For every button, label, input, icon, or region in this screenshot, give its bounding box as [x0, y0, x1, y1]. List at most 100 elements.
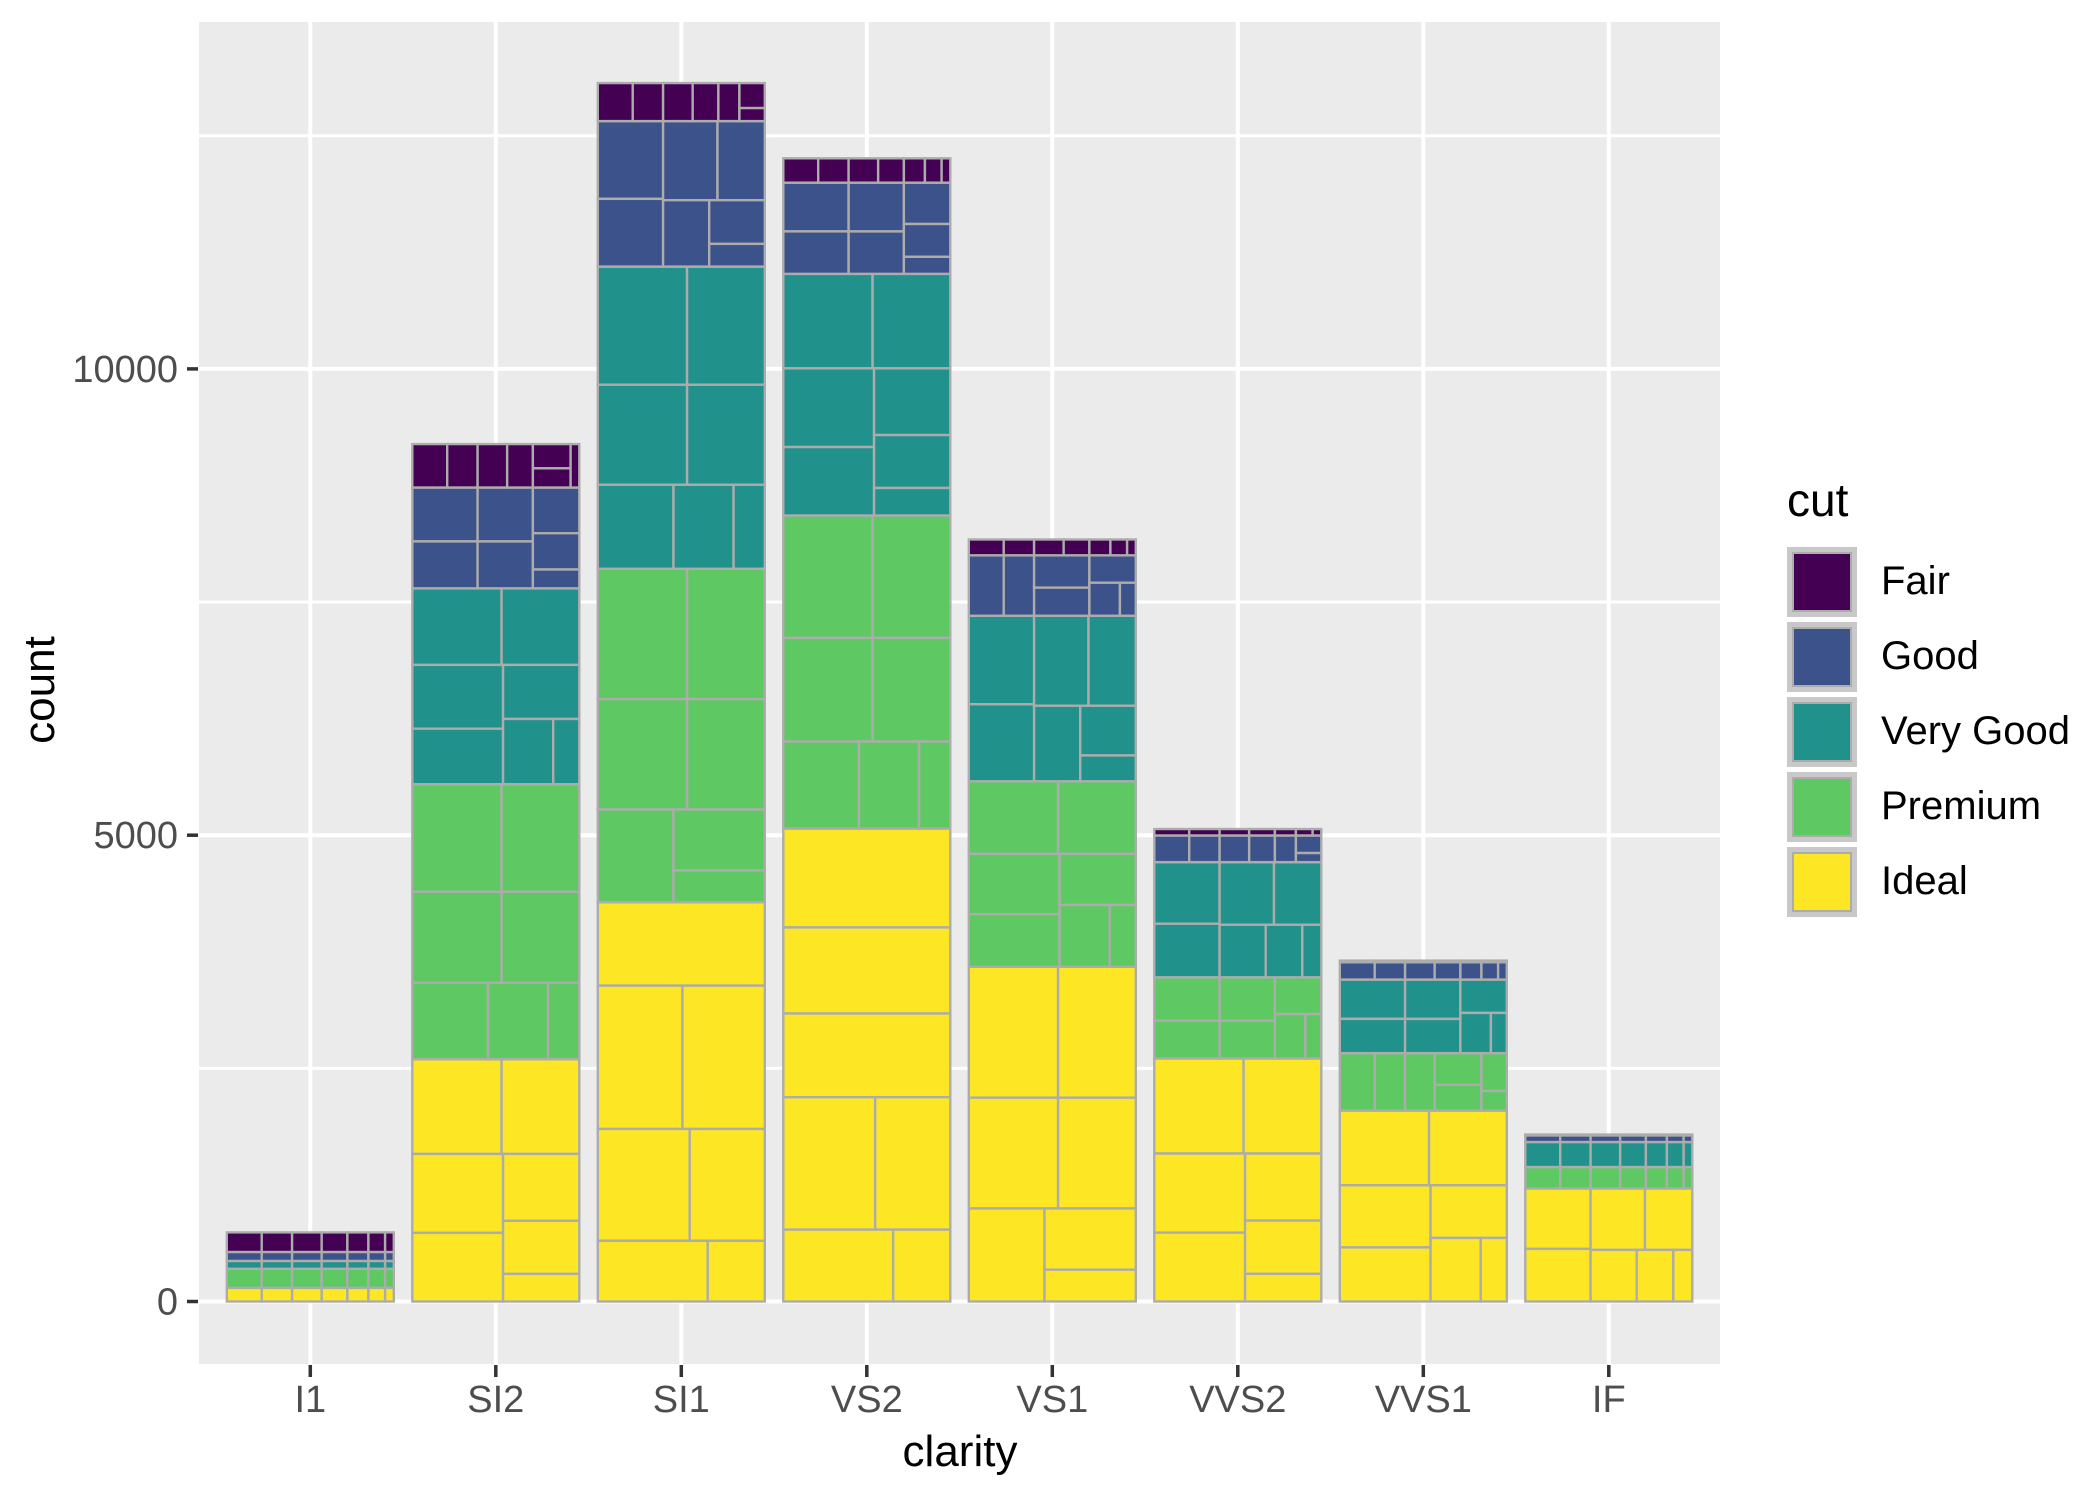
bar-cell: [1489, 1011, 1509, 1055]
legend-item-good: Good: [1787, 621, 2070, 692]
bar-cell: [476, 540, 535, 590]
bar-cell: [1682, 1140, 1694, 1169]
bar-cell: [383, 1286, 395, 1303]
bar-cell: [596, 1127, 691, 1243]
bar-cell: [917, 740, 952, 830]
bar-cell: [1043, 1268, 1137, 1303]
bar-cell: [596, 567, 689, 701]
bar-VS1: [967, 538, 1138, 1303]
bar-segment: [782, 827, 952, 1303]
bar-cell: [1153, 922, 1221, 979]
bar-cell: [1272, 860, 1323, 926]
bar-cell: [891, 1228, 952, 1303]
bar-IF: [1524, 1133, 1694, 1303]
bar-cell: [260, 1231, 294, 1254]
bar-cell: [596, 81, 634, 123]
bar-cell: [902, 255, 952, 276]
bar-cell: [1218, 923, 1267, 979]
bar-cell: [1338, 978, 1407, 1021]
bar-cell: [1294, 827, 1314, 837]
bar-cell: [411, 1058, 503, 1156]
bar-cell: [902, 222, 952, 259]
bar-segment: [225, 1231, 395, 1254]
bar-cell: [476, 442, 509, 489]
bar-segment: [225, 1267, 395, 1290]
bar-segment: [1153, 827, 1323, 837]
bar-cell: [847, 181, 906, 233]
bar-cell: [1524, 1140, 1562, 1169]
bar-cell: [672, 808, 767, 872]
bar-cell: [672, 483, 735, 570]
premium-swatch-icon: [1787, 771, 1857, 842]
bar-cell: [411, 1152, 505, 1235]
bar-cell: [446, 442, 479, 489]
bar-cell: [782, 157, 820, 184]
bar-cell: [1218, 860, 1276, 926]
bar-cell: [596, 119, 665, 201]
bar-cell: [1032, 614, 1090, 707]
bar-cell: [411, 1231, 505, 1303]
bar-cell: [967, 852, 1061, 916]
x-tick-label: VVS2: [1189, 1379, 1286, 1421]
bar-cell: [596, 483, 675, 570]
bar-VVS2: [1153, 827, 1323, 1303]
bar-cell: [1218, 827, 1251, 837]
bar-cell: [1682, 1165, 1694, 1190]
bar-cell: [569, 442, 581, 489]
bar-cell: [1109, 538, 1129, 557]
y-axis-title: count: [15, 636, 64, 744]
bar-segment: [225, 1286, 395, 1303]
bar-segment: [411, 587, 581, 786]
bar-cell: [531, 442, 572, 470]
bar-cell: [1427, 1109, 1509, 1187]
bar-segment: [1153, 834, 1323, 864]
bar-cell: [688, 1127, 767, 1243]
bar-cell: [1373, 961, 1407, 981]
bar-cell: [1480, 959, 1500, 964]
bar-cell: [1125, 538, 1137, 557]
bar-cell: [1153, 976, 1221, 1022]
bar-cell: [552, 717, 581, 786]
bar-cell: [1665, 1140, 1685, 1169]
bar-segment: [1153, 860, 1323, 979]
x-axis-title: clarity: [902, 1427, 1018, 1476]
bar-cell: [290, 1250, 323, 1263]
bar-segment: [1153, 976, 1323, 1060]
bar-SI1: [596, 81, 767, 1303]
bar-cell: [1459, 959, 1483, 964]
bar-segment: [1338, 959, 1508, 964]
bar-cell: [531, 467, 572, 489]
bar-cell: [1304, 1012, 1323, 1060]
bar-cell: [782, 1095, 877, 1231]
bar-cell: [1294, 851, 1323, 864]
bar-VS2: [782, 157, 952, 1303]
bar-cell: [782, 1228, 895, 1303]
bar-cell: [707, 242, 767, 268]
bar-cell: [1153, 834, 1191, 864]
bar-cell: [225, 1267, 263, 1290]
bar-cell: [411, 442, 449, 489]
bar-cell: [1153, 860, 1221, 925]
good-swatch-icon: [1787, 621, 1857, 692]
bar-cell: [500, 890, 581, 984]
bar-cell: [411, 782, 503, 893]
bar-cell: [1301, 923, 1323, 979]
bar-cell: [1153, 1231, 1247, 1303]
bar-cell: [1403, 1017, 1462, 1055]
bar-cell: [383, 1267, 395, 1290]
bar-cell: [1153, 1019, 1221, 1060]
bar-cell: [1188, 834, 1221, 864]
bar-cell: [1032, 586, 1091, 617]
bar-cell: [685, 567, 766, 701]
x-tick-label: IF: [1592, 1379, 1626, 1421]
y-tick-label: 0: [157, 1282, 178, 1324]
bar-cell: [1429, 1184, 1508, 1240]
bar-cell: [500, 782, 581, 893]
bar-cell: [1559, 1165, 1592, 1190]
bar-cell: [940, 157, 952, 184]
bar-cell: [1524, 1133, 1562, 1137]
bar-cell: [1459, 978, 1509, 1015]
bar-cell: [411, 981, 490, 1061]
